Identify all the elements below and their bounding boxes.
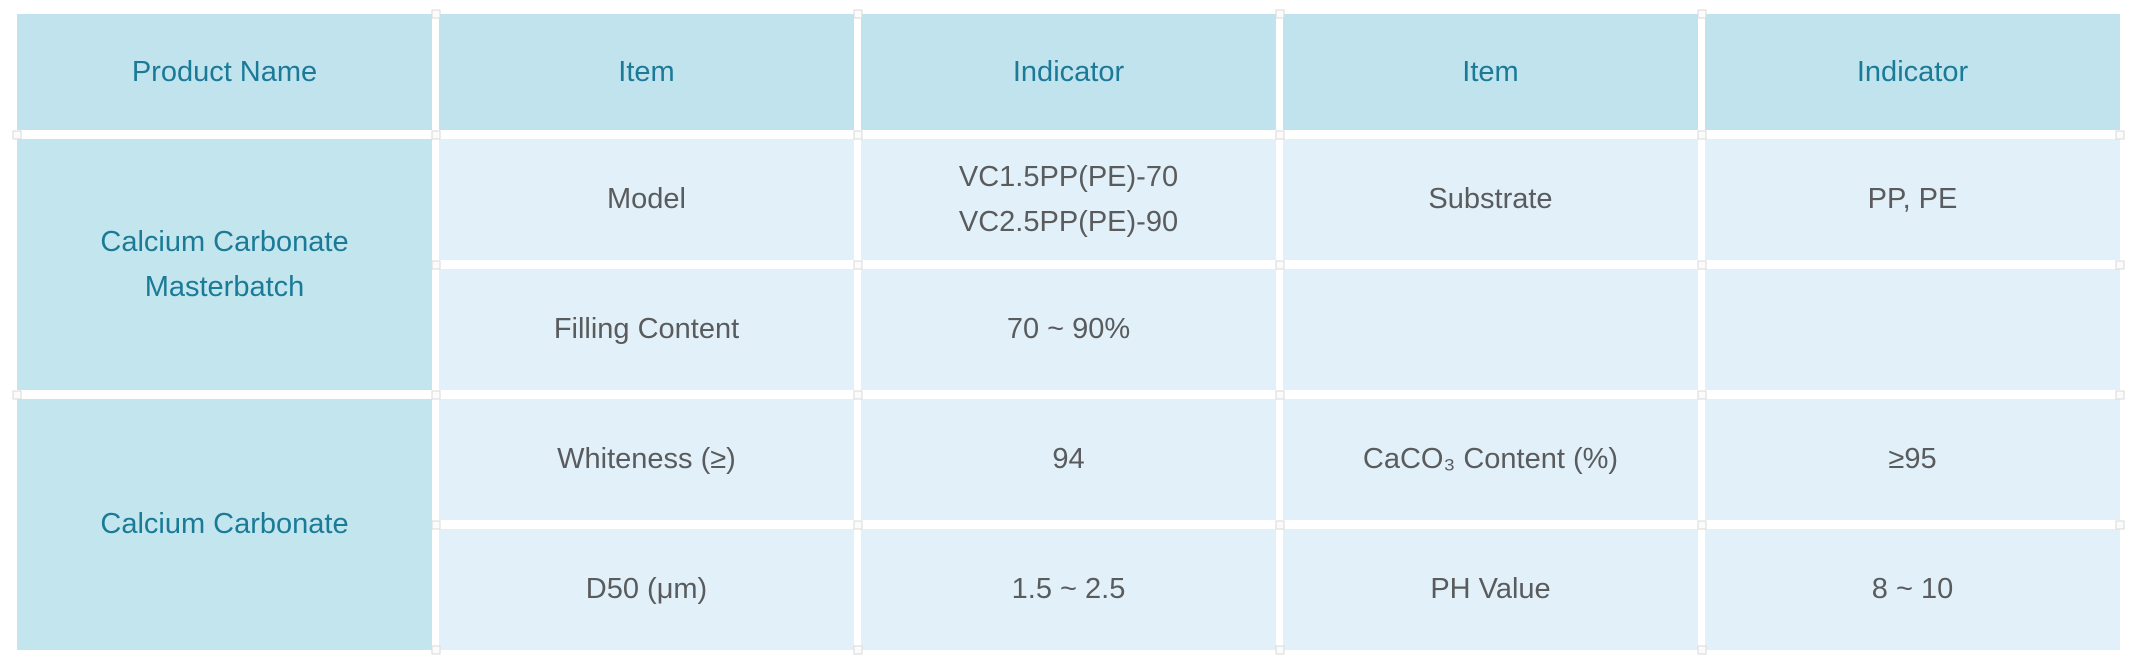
cell-d50-label: D50 (μm) bbox=[439, 529, 854, 650]
product-cell-calcium-carbonate-masterbatch: Calcium Carbonate Masterbatch bbox=[17, 139, 432, 390]
cell-caco3-content-value: ≥95 bbox=[1705, 399, 2120, 520]
spec-grid: Product Name Item Indicator Item Indicat… bbox=[17, 14, 2120, 650]
header-item-2: Item bbox=[1283, 14, 1698, 130]
cell-substrate-value: PP, PE bbox=[1705, 139, 2120, 260]
cell-ph-value-value: 8 ~ 10 bbox=[1705, 529, 2120, 650]
header-product-name: Product Name bbox=[17, 14, 432, 130]
header-indicator-2: Indicator bbox=[1705, 14, 2120, 130]
cell-ph-value-label: PH Value bbox=[1283, 529, 1698, 650]
cell-empty-item bbox=[1283, 269, 1698, 390]
cell-model-label: Model bbox=[439, 139, 854, 260]
cell-caco3-content-label: CaCO₃ Content (%) bbox=[1283, 399, 1698, 520]
cell-filling-content-label: Filling Content bbox=[439, 269, 854, 390]
cell-substrate-label: Substrate bbox=[1283, 139, 1698, 260]
cell-filling-content-value: 70 ~ 90% bbox=[861, 269, 1276, 390]
cell-empty-indicator bbox=[1705, 269, 2120, 390]
cell-model-value: VC1.5PP(PE)-70 VC2.5PP(PE)-90 bbox=[861, 139, 1276, 260]
header-indicator-1: Indicator bbox=[861, 14, 1276, 130]
header-item-1: Item bbox=[439, 14, 854, 130]
product-spec-table: Product Name Item Indicator Item Indicat… bbox=[12, 9, 2125, 655]
cell-whiteness-label: Whiteness (≥) bbox=[439, 399, 854, 520]
product-cell-calcium-carbonate: Calcium Carbonate bbox=[17, 399, 432, 650]
cell-whiteness-value: 94 bbox=[861, 399, 1276, 520]
cell-d50-value: 1.5 ~ 2.5 bbox=[861, 529, 1276, 650]
